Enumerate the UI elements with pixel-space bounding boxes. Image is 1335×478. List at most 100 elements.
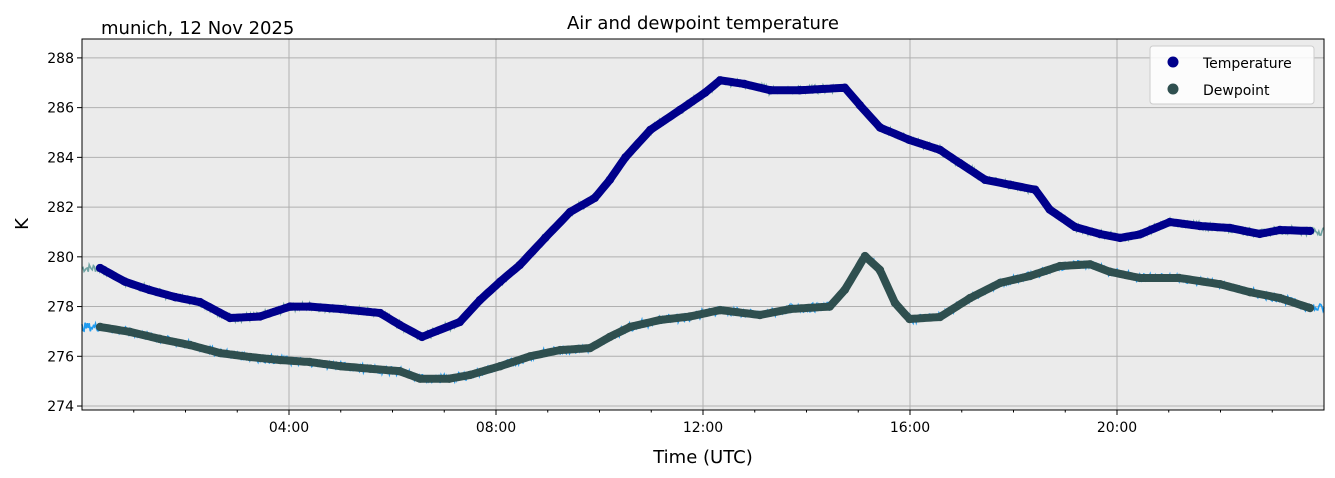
data-point-dewpoint	[415, 374, 425, 383]
data-point-dewpoint	[95, 322, 105, 332]
legend-marker-dewpoint	[1167, 83, 1179, 95]
data-point-dewpoint	[825, 302, 834, 311]
data-point-dewpoint	[525, 352, 535, 361]
data-point-dewpoint	[1085, 260, 1095, 269]
data-point-temperature	[336, 304, 345, 314]
y-axis-label: K	[12, 217, 33, 230]
data-point-dewpoint	[555, 345, 565, 355]
data-point-temperature	[195, 297, 205, 307]
data-point-dewpoint	[1055, 261, 1065, 271]
x-tick-label: 12:00	[683, 420, 723, 436]
data-point-dewpoint	[125, 327, 135, 337]
data-point-dewpoint	[336, 362, 345, 371]
data-point-temperature	[1070, 222, 1080, 232]
legend-label-dewpoint: Dewpoint	[1203, 83, 1270, 99]
legend-label-temperature: Temperature	[1202, 56, 1292, 72]
data-point-temperature	[1115, 233, 1125, 243]
data-point-temperature	[955, 158, 964, 168]
data-point-temperature	[855, 100, 865, 110]
data-point-temperature	[905, 135, 914, 145]
data-point-temperature	[1275, 225, 1285, 235]
data-point-temperature	[225, 313, 235, 323]
data-point-temperature	[980, 175, 990, 184]
data-point-dewpoint	[1025, 271, 1035, 281]
data-point-temperature	[700, 88, 710, 97]
data-point-temperature	[875, 123, 885, 132]
data-point-temperature	[1225, 223, 1235, 233]
x-tick-label: 16:00	[890, 420, 930, 436]
data-point-temperature	[1005, 180, 1015, 189]
data-point-dewpoint	[890, 298, 900, 308]
data-point-temperature	[1045, 205, 1054, 214]
location-date-title: munich, 12 Nov 2025	[101, 18, 294, 39]
data-point-temperature	[1165, 217, 1174, 227]
data-point-dewpoint	[366, 364, 375, 373]
data-point-dewpoint	[655, 315, 665, 325]
data-point-temperature	[455, 317, 464, 327]
data-point-temperature	[285, 302, 295, 311]
data-point-temperature	[675, 105, 684, 115]
data-point-temperature	[1255, 229, 1265, 239]
data-point-temperature	[255, 312, 265, 321]
data-point-temperature	[417, 332, 427, 342]
data-point-temperature	[475, 295, 485, 305]
data-point-dewpoint	[215, 348, 225, 358]
data-point-temperature	[1305, 226, 1315, 236]
data-point-temperature	[1031, 185, 1040, 194]
data-point-temperature	[375, 308, 385, 318]
chart-title: Air and dewpoint temperature	[567, 13, 839, 34]
y-tick-label: 278	[47, 300, 74, 316]
data-point-dewpoint	[685, 312, 695, 321]
data-point-dewpoint	[276, 355, 285, 365]
series	[95, 76, 1315, 383]
data-point-temperature	[515, 260, 525, 270]
data-point-dewpoint	[445, 374, 454, 383]
legend: Temperature Dewpoint	[1149, 45, 1315, 105]
data-point-dewpoint	[395, 367, 404, 376]
data-point-temperature	[935, 145, 945, 155]
data-point-temperature	[795, 86, 804, 95]
data-point-dewpoint	[245, 352, 255, 362]
data-point-temperature	[395, 320, 404, 330]
data-point-temperature	[95, 263, 105, 273]
data-point-temperature	[590, 193, 600, 203]
data-point-temperature	[145, 285, 154, 295]
data-point-temperature	[646, 125, 655, 135]
data-point-temperature	[495, 277, 505, 286]
data-point-dewpoint	[965, 293, 975, 303]
data-point-dewpoint	[860, 251, 870, 261]
data-point-temperature	[766, 86, 775, 95]
data-point-temperature	[305, 302, 314, 311]
data-point-temperature	[740, 79, 749, 89]
data-point-dewpoint	[715, 305, 725, 315]
data-point-dewpoint	[755, 310, 765, 320]
y-tick-label: 274	[47, 399, 74, 415]
data-point-dewpoint	[495, 362, 505, 371]
x-axis-label: Time (UTC)	[652, 447, 753, 468]
data-point-temperature	[840, 83, 849, 92]
data-point-dewpoint	[905, 314, 914, 324]
data-point-dewpoint	[585, 343, 595, 353]
data-point-dewpoint	[1305, 303, 1315, 313]
ticks: 04:00 08:00 12:00 16:00 20:00 274 276 278 280 282…	[47, 51, 1273, 436]
data-point-dewpoint	[625, 322, 635, 332]
data-point-dewpoint	[1105, 267, 1114, 276]
x-tick-label: 08:00	[476, 420, 516, 436]
data-point-dewpoint	[785, 304, 795, 314]
data-point-temperature	[715, 76, 725, 85]
data-point-temperature	[605, 175, 615, 184]
y-tick-label: 288	[47, 51, 74, 67]
y-tick-label: 280	[47, 250, 74, 266]
data-point-temperature	[1095, 229, 1105, 239]
x-tick-label: 04:00	[269, 420, 309, 436]
data-point-dewpoint	[155, 334, 164, 344]
y-tick-label: 286	[47, 101, 74, 117]
y-tick-label: 276	[47, 349, 74, 365]
data-point-dewpoint	[185, 340, 195, 350]
data-point-dewpoint	[995, 278, 1005, 288]
data-point-dewpoint	[605, 332, 615, 342]
data-point-temperature	[565, 207, 575, 217]
data-point-dewpoint	[305, 357, 314, 367]
data-point-temperature	[540, 233, 550, 243]
